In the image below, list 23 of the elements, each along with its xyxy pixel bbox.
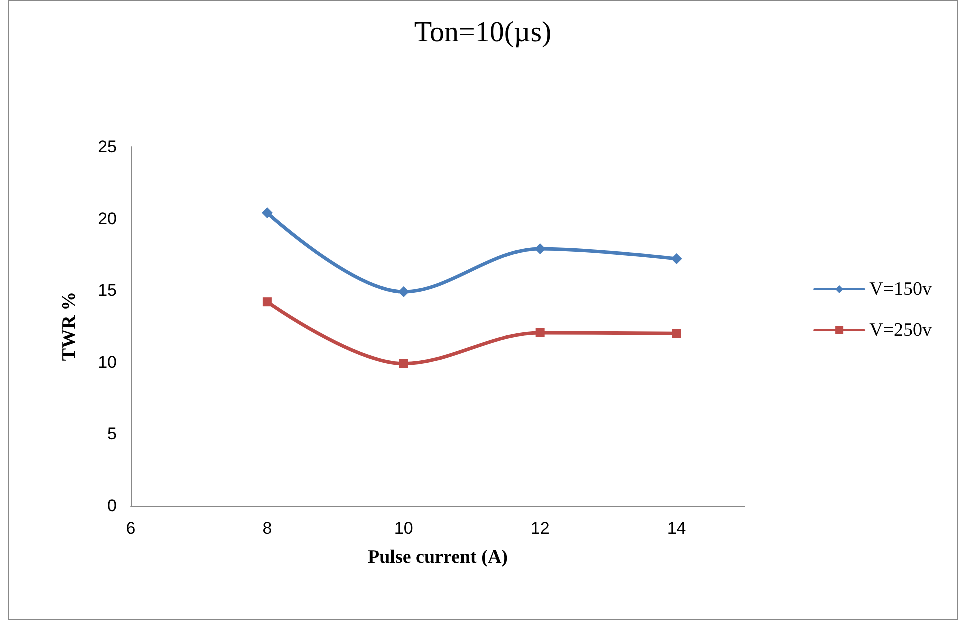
- x-tick-label: 14: [667, 519, 686, 538]
- point: [262, 208, 273, 219]
- y-tick-label: 20: [98, 209, 117, 228]
- y-tick-label: 0: [108, 496, 117, 516]
- point: [399, 359, 408, 368]
- point: [536, 328, 545, 338]
- y-axis-title: TWR %: [59, 292, 80, 362]
- legend-label: V=150v: [870, 279, 932, 300]
- x-tick-label: 6: [126, 519, 136, 538]
- legend-label: V=250v: [870, 320, 932, 341]
- point: [671, 254, 682, 265]
- point: [534, 243, 546, 254]
- point: [672, 329, 682, 338]
- y-tick-label: 5: [108, 424, 117, 444]
- x-tick-label: 8: [262, 519, 272, 538]
- point: [262, 298, 272, 307]
- chart-title: Ton=10(µs): [414, 16, 552, 48]
- y-tick-label: 25: [98, 138, 117, 156]
- y-tick-label: 15: [98, 281, 117, 300]
- x-tick-label: 12: [530, 519, 550, 538]
- x-axis-title: Pulse current (A): [368, 547, 508, 568]
- x-tick-label: 10: [394, 519, 414, 538]
- y-tick-label: 10: [98, 352, 117, 372]
